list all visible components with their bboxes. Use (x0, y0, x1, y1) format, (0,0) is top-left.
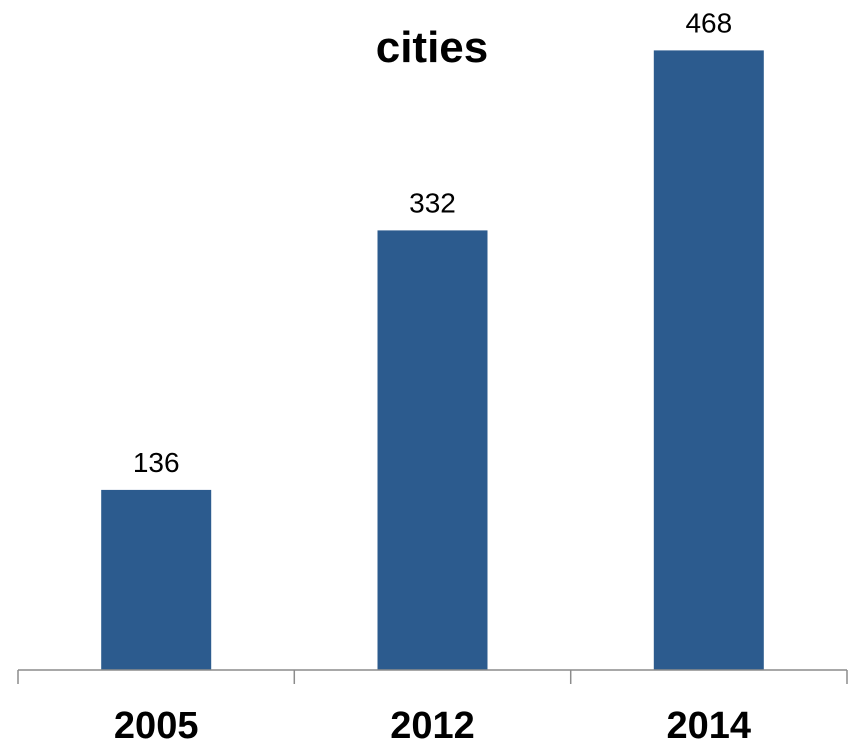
bars-layer (101, 50, 764, 670)
x-tick-labels-layer: 2005 2012 2014 (114, 705, 751, 747)
x-axis (17, 669, 848, 684)
x-tick-label-2014: 2014 (667, 705, 752, 747)
data-label-2012: 332 (409, 187, 456, 218)
bar-2005 (101, 489, 212, 670)
x-tick-label-2012: 2012 (390, 705, 475, 747)
data-label-2005: 136 (133, 447, 180, 478)
data-labels-layer: 136 332 468 (133, 7, 732, 478)
data-label-2014: 468 (685, 7, 732, 38)
chart-title: cities (376, 23, 489, 72)
bar-2014 (653, 50, 764, 670)
x-tick-label-2005: 2005 (114, 705, 199, 747)
bar-2012 (377, 230, 488, 670)
